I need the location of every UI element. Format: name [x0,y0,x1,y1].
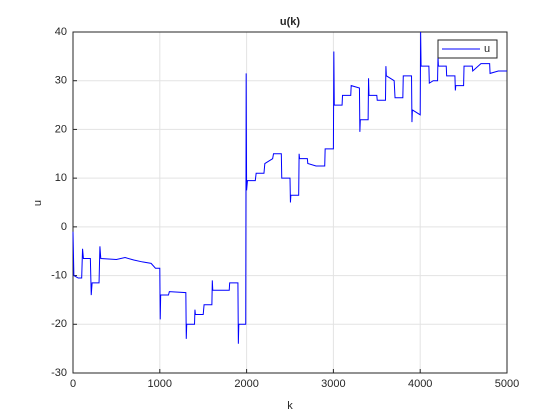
x-tick-label: 4000 [408,378,432,390]
y-tick-label: 20 [55,123,67,135]
y-tick-label: 40 [55,26,67,38]
x-tick-label: 2000 [234,378,258,390]
y-axis-label: u [32,200,44,206]
x-tick-label: 3000 [321,378,345,390]
x-tick-label: 1000 [148,378,172,390]
axes-box [72,31,508,374]
x-axis-label: k [287,400,293,412]
data-line [72,31,507,344]
x-tick-label: 0 [70,378,76,390]
y-tick-label: 0 [61,221,67,233]
legend-label: u [484,43,490,55]
x-tick-label: 5000 [495,378,519,390]
y-tick-label: -10 [51,269,67,281]
y-tick-label: -30 [51,367,67,379]
chart-title: u(k) [280,16,301,28]
y-tick-label: -20 [51,318,67,330]
y-tick-label: 30 [55,75,67,87]
y-tick-label: 10 [55,172,67,184]
